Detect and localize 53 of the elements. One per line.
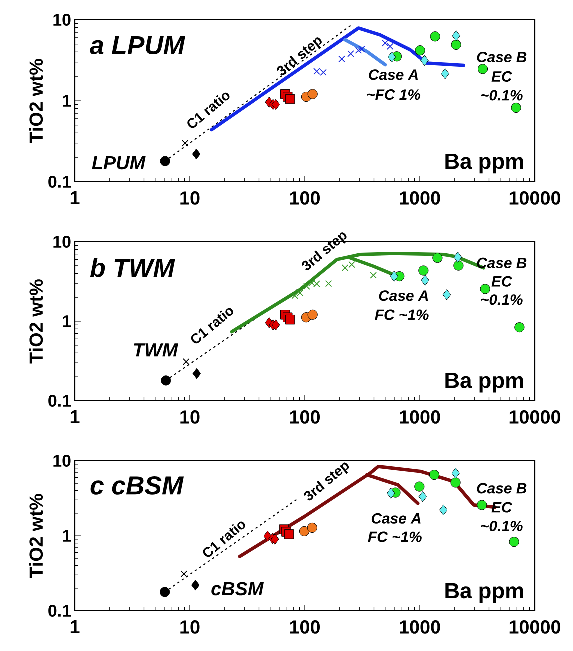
- annotation: Case B: [477, 258, 527, 268]
- annotation: EC: [492, 71, 512, 82]
- annotation: ~0.1%: [481, 520, 523, 532]
- y-axis-title: TiO2 wt%: [29, 59, 44, 144]
- y-axis-title: TiO2 wt%: [29, 280, 44, 364]
- x-tick-label: 10000: [510, 410, 561, 424]
- annotation: C1 ratio: [191, 308, 234, 344]
- x-tick-label: 100: [290, 192, 320, 205]
- annotation: EC: [492, 502, 512, 513]
- x-tick-label: 1000: [400, 410, 440, 424]
- annotation: ~0.1%: [481, 294, 523, 306]
- annotation: C1 ratio: [203, 522, 246, 558]
- annotation: Case B: [477, 52, 527, 63]
- x-tick-label: 100: [290, 410, 320, 424]
- chart-title: b TWM: [90, 258, 176, 278]
- y-tick-label: 10: [54, 236, 71, 248]
- x-tick-label: 10: [180, 410, 200, 424]
- annotation: Case B: [477, 483, 527, 494]
- y-tick-label: 0.1: [48, 395, 72, 408]
- x-tick-label: 10: [180, 192, 200, 205]
- annotation: 3rd step: [304, 462, 350, 501]
- chart-title: c cBSM: [90, 476, 184, 495]
- x-tick-label: 1000: [400, 620, 440, 634]
- x-tick-label: 100: [290, 620, 320, 634]
- annotation: ~FC 1%: [367, 90, 421, 100]
- y-tick-label: 0.1: [48, 605, 72, 618]
- annotation: C1 ratio: [188, 92, 230, 128]
- y-tick-label: 1: [63, 95, 72, 107]
- x-axis-title: Ba ppm: [446, 154, 524, 174]
- annotation: EC: [492, 276, 512, 287]
- x-axis-title: Ba ppm: [446, 373, 524, 393]
- annotation: LPUM: [92, 156, 146, 170]
- annotation: ~0.1%: [481, 90, 523, 101]
- annotation: FC ~1%: [368, 532, 422, 542]
- x-axis-title: Ba ppm: [446, 583, 524, 603]
- y-axis-title: TiO2 wt%: [29, 494, 44, 578]
- x-tick-label: 1000: [400, 192, 440, 205]
- annotation: Case A: [379, 290, 428, 302]
- y-tick-label: 1: [63, 316, 72, 328]
- x-tick-label: 10000: [510, 192, 561, 205]
- y-tick-label: 1: [63, 530, 72, 542]
- annotation: 3rd step: [277, 38, 322, 76]
- x-tick-label: 10: [180, 620, 200, 634]
- annotation: FC ~1%: [375, 310, 429, 320]
- annotation: cBSM: [212, 582, 264, 596]
- y-tick-label: 10: [54, 14, 71, 26]
- annotation: Case A: [372, 513, 421, 524]
- annotation: Case A: [369, 70, 418, 80]
- y-tick-label: 0.1: [48, 176, 72, 188]
- chart-title: a LPUM: [90, 36, 186, 55]
- x-tick-label: 10000: [510, 620, 561, 634]
- annotation: TWM: [134, 344, 178, 357]
- y-tick-label: 10: [54, 455, 71, 468]
